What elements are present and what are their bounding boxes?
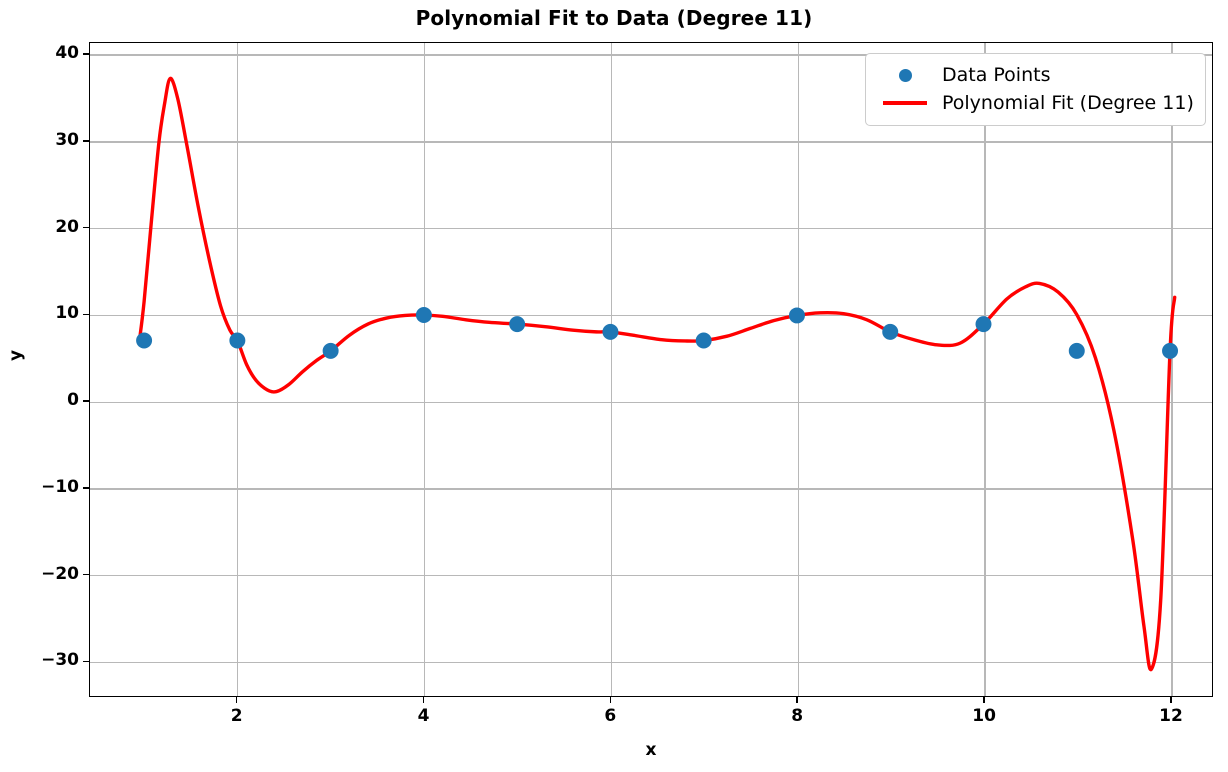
y-tick-label: 30 bbox=[55, 129, 79, 150]
data-point bbox=[322, 342, 339, 359]
legend-label: Polynomial Fit (Degree 11) bbox=[942, 92, 1194, 114]
data-point bbox=[1162, 342, 1179, 359]
y-tick-mark bbox=[83, 226, 89, 229]
x-tick-mark bbox=[422, 697, 425, 703]
x-tick-label: 10 bbox=[972, 706, 996, 726]
data-point bbox=[509, 316, 526, 333]
data-point bbox=[882, 323, 899, 340]
data-point bbox=[1068, 342, 1085, 359]
data-point bbox=[695, 332, 712, 349]
y-tick-label: 10 bbox=[55, 303, 79, 324]
plot-area bbox=[89, 42, 1213, 697]
gridline-vertical bbox=[423, 43, 426, 696]
y-tick-mark bbox=[83, 487, 89, 489]
data-point bbox=[788, 307, 805, 324]
data-point bbox=[415, 307, 432, 323]
gridline-horizontal bbox=[90, 314, 1212, 317]
grid-layer bbox=[90, 43, 1212, 696]
y-tick-mark bbox=[83, 140, 89, 142]
fit-line bbox=[137, 76, 1177, 672]
legend-item[interactable]: Polynomial Fit (Degree 11) bbox=[877, 89, 1194, 117]
legend-swatch bbox=[898, 68, 912, 82]
x-tick-mark bbox=[983, 697, 985, 703]
legend-swatch bbox=[883, 101, 927, 105]
gridline-vertical bbox=[797, 43, 799, 696]
gridline-horizontal bbox=[90, 401, 1212, 403]
chart-legend: Data Points Polynomial Fit (Degree 11) bbox=[865, 53, 1206, 126]
data-point bbox=[602, 323, 619, 340]
x-tick-mark bbox=[796, 697, 799, 703]
x-tick-label: 12 bbox=[1159, 706, 1183, 726]
x-tick-label: 8 bbox=[791, 706, 804, 726]
series-layer bbox=[136, 76, 1179, 672]
x-axis-label: x bbox=[645, 740, 657, 760]
y-tick-label: −30 bbox=[41, 650, 79, 671]
y-tick-mark bbox=[83, 573, 89, 576]
x-tick-mark bbox=[235, 697, 238, 703]
legend-item[interactable]: Data Points bbox=[877, 61, 1194, 89]
y-tick-label: 20 bbox=[55, 216, 79, 237]
gridline-vertical bbox=[610, 43, 612, 696]
y-tick-label: 40 bbox=[55, 43, 79, 64]
data-point bbox=[229, 332, 246, 349]
y-tick-mark bbox=[83, 53, 89, 55]
x-tick-label: 6 bbox=[604, 706, 617, 726]
gridline-horizontal bbox=[90, 54, 1212, 56]
gridline-horizontal bbox=[90, 228, 1212, 230]
gridline-vertical bbox=[1171, 43, 1173, 696]
gridline-horizontal bbox=[90, 141, 1212, 143]
data-point bbox=[136, 332, 153, 349]
gridline-vertical bbox=[236, 43, 239, 696]
x-tick-label: 4 bbox=[417, 706, 430, 726]
y-tick-mark bbox=[83, 400, 89, 402]
y-tick-mark bbox=[83, 660, 89, 663]
data-point bbox=[975, 316, 992, 333]
gridline-vertical bbox=[984, 43, 986, 696]
y-tick-label: −10 bbox=[41, 476, 79, 497]
legend-label: Data Points bbox=[942, 64, 1051, 86]
x-tick-label: 2 bbox=[230, 706, 243, 726]
y-tick-label: −20 bbox=[41, 563, 79, 584]
y-tick-label: 0 bbox=[67, 390, 79, 411]
x-tick-mark bbox=[1170, 697, 1172, 703]
legend-marker-line-icon bbox=[877, 101, 933, 105]
x-tick-mark bbox=[609, 697, 612, 703]
gridline-horizontal bbox=[90, 661, 1212, 664]
chart-title: Polynomial Fit to Data (Degree 11) bbox=[415, 6, 813, 30]
legend-marker-dot-icon bbox=[877, 68, 933, 82]
gridline-horizontal bbox=[90, 575, 1212, 577]
y-axis-label: y bbox=[6, 349, 26, 361]
gridline-horizontal bbox=[90, 488, 1212, 490]
y-tick-mark bbox=[83, 313, 89, 316]
